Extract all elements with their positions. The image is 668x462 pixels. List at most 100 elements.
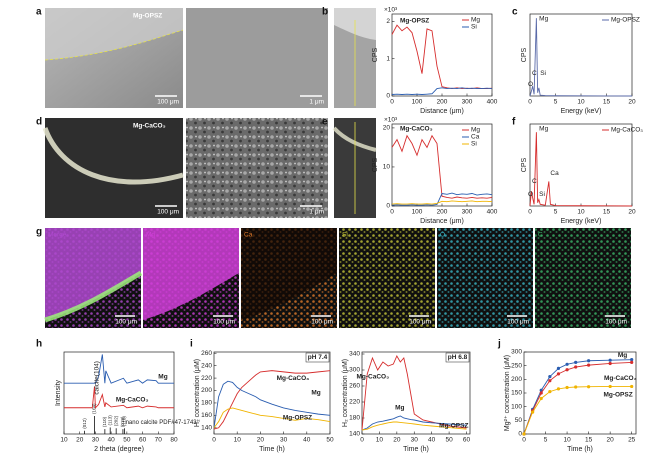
annotation: Mg xyxy=(539,16,548,23)
x-tick-label: 20 xyxy=(628,99,636,106)
x-axis-label: 2 theta (degree) xyxy=(94,446,144,453)
panel-label: b xyxy=(322,7,328,18)
map-region xyxy=(45,228,141,320)
x-tick-label: 10 xyxy=(234,437,242,444)
x-tick-label: 0 xyxy=(390,99,394,106)
panel-label: h xyxy=(36,339,42,350)
x-tick-label: 50 xyxy=(123,437,131,444)
series-label: Mg-OPSZ xyxy=(603,391,632,398)
plot-frame xyxy=(63,351,175,435)
annotation: Ca xyxy=(550,170,559,177)
map-label: Ca xyxy=(244,232,253,239)
image-label: Mg-CaCO₃ xyxy=(133,123,166,130)
legend-label: Mg-OPSZ xyxy=(611,17,640,24)
x-tick-label: 20 xyxy=(393,437,401,444)
x-axis-label: Time (h) xyxy=(567,446,593,453)
scale-label: 100 μm xyxy=(157,209,179,216)
series-marker xyxy=(608,361,612,366)
series-marker xyxy=(539,396,543,401)
peak-index: (113) xyxy=(107,415,112,426)
y-axis-label: CPS xyxy=(372,47,379,62)
series-marker xyxy=(565,362,569,366)
x-tick-label: 60 xyxy=(463,437,471,444)
y-tick-label: 1 xyxy=(386,55,390,62)
series-line xyxy=(361,355,467,431)
peak-index: (202) xyxy=(113,415,118,426)
annotation: C xyxy=(532,178,537,185)
y-axis-label: H₂ concentration (μM) xyxy=(194,359,201,427)
y-tick-label: 200 xyxy=(511,376,522,383)
series-marker xyxy=(587,359,591,363)
series-marker xyxy=(522,432,526,436)
series-line xyxy=(213,370,331,430)
scale-label: 100 μm xyxy=(605,319,627,326)
reference-label: nano calcite PDF#47-1743 xyxy=(126,420,198,426)
x-tick-label: 15 xyxy=(585,437,593,444)
x-tick-label: 10 xyxy=(577,99,585,106)
series-marker xyxy=(565,385,569,390)
x-tick-label: 20 xyxy=(628,209,636,216)
y-axis-label: CPS xyxy=(372,157,379,172)
x-tick-label: 0 xyxy=(390,209,394,216)
map-label: O xyxy=(440,232,445,239)
series-line xyxy=(523,361,632,435)
peak-index: (012) xyxy=(82,418,87,429)
y-tick-label: 260 xyxy=(201,350,212,357)
y-tick-label: 0 xyxy=(518,431,522,438)
series-marker xyxy=(630,358,634,362)
x-tick-label: 30 xyxy=(92,437,100,444)
x-axis-label: Distance (μm) xyxy=(420,108,464,115)
peak-index: (104) xyxy=(92,403,97,414)
series-line xyxy=(213,407,331,429)
y-tick-label: 150 xyxy=(511,390,522,397)
y-tick-label: 340 xyxy=(349,351,360,358)
y-axis-label: CPS xyxy=(521,47,528,62)
map-label: C xyxy=(538,232,543,239)
x-tick-label: 0 xyxy=(528,99,532,106)
y-tick-label: 0 xyxy=(386,93,390,100)
series-line xyxy=(64,386,174,409)
sem-images xyxy=(42,8,377,218)
panel-label: j xyxy=(497,339,501,350)
plot-frame xyxy=(529,123,633,207)
peak-index: (018) xyxy=(120,416,125,427)
series-marker xyxy=(548,390,552,394)
x-tick-label: 300 xyxy=(462,209,473,216)
y-tick-label: 300 xyxy=(349,367,360,374)
x-tick-label: 30 xyxy=(411,437,419,444)
legend-label: Mg xyxy=(471,127,480,134)
y-tick-label: 160 xyxy=(201,412,212,419)
x-tick-label: 100 xyxy=(412,99,423,106)
x-tick-label: 60 xyxy=(139,437,147,444)
x-tick-label: 10 xyxy=(376,437,384,444)
map-label: Si xyxy=(342,232,348,239)
series-marker xyxy=(539,391,543,395)
y-tick-label: 220 xyxy=(349,399,360,406)
x-axis-label: Energy (keV) xyxy=(561,218,602,225)
series-line xyxy=(391,200,493,205)
scale-label: 1 μm xyxy=(309,209,324,216)
series-marker xyxy=(608,358,612,362)
panel-label: i xyxy=(190,339,193,350)
series-label: Mg xyxy=(158,373,167,380)
series-marker xyxy=(556,366,561,370)
x-axis-label: Energy (keV) xyxy=(561,108,602,115)
x-tick-label: 40 xyxy=(303,437,311,444)
y-multiplier: ×10³ xyxy=(384,7,398,14)
series-marker xyxy=(587,363,591,367)
legend-label: Si xyxy=(471,24,477,31)
series-line xyxy=(213,380,331,428)
x-tick-label: 10 xyxy=(577,209,585,216)
series-marker xyxy=(587,385,591,389)
map-image xyxy=(535,228,631,328)
plot-frame xyxy=(391,13,493,97)
x-tick-label: 0 xyxy=(528,209,532,216)
plot-frame xyxy=(361,351,471,435)
x-tick-label: 10 xyxy=(563,437,571,444)
series-marker xyxy=(574,365,578,369)
series-label: Mg-CaCO₃ xyxy=(356,373,389,380)
x-tick-label: 200 xyxy=(437,209,448,216)
map-image xyxy=(437,228,533,328)
scale-label: 1 μm xyxy=(309,99,324,106)
x-tick-label: 15 xyxy=(603,99,611,106)
